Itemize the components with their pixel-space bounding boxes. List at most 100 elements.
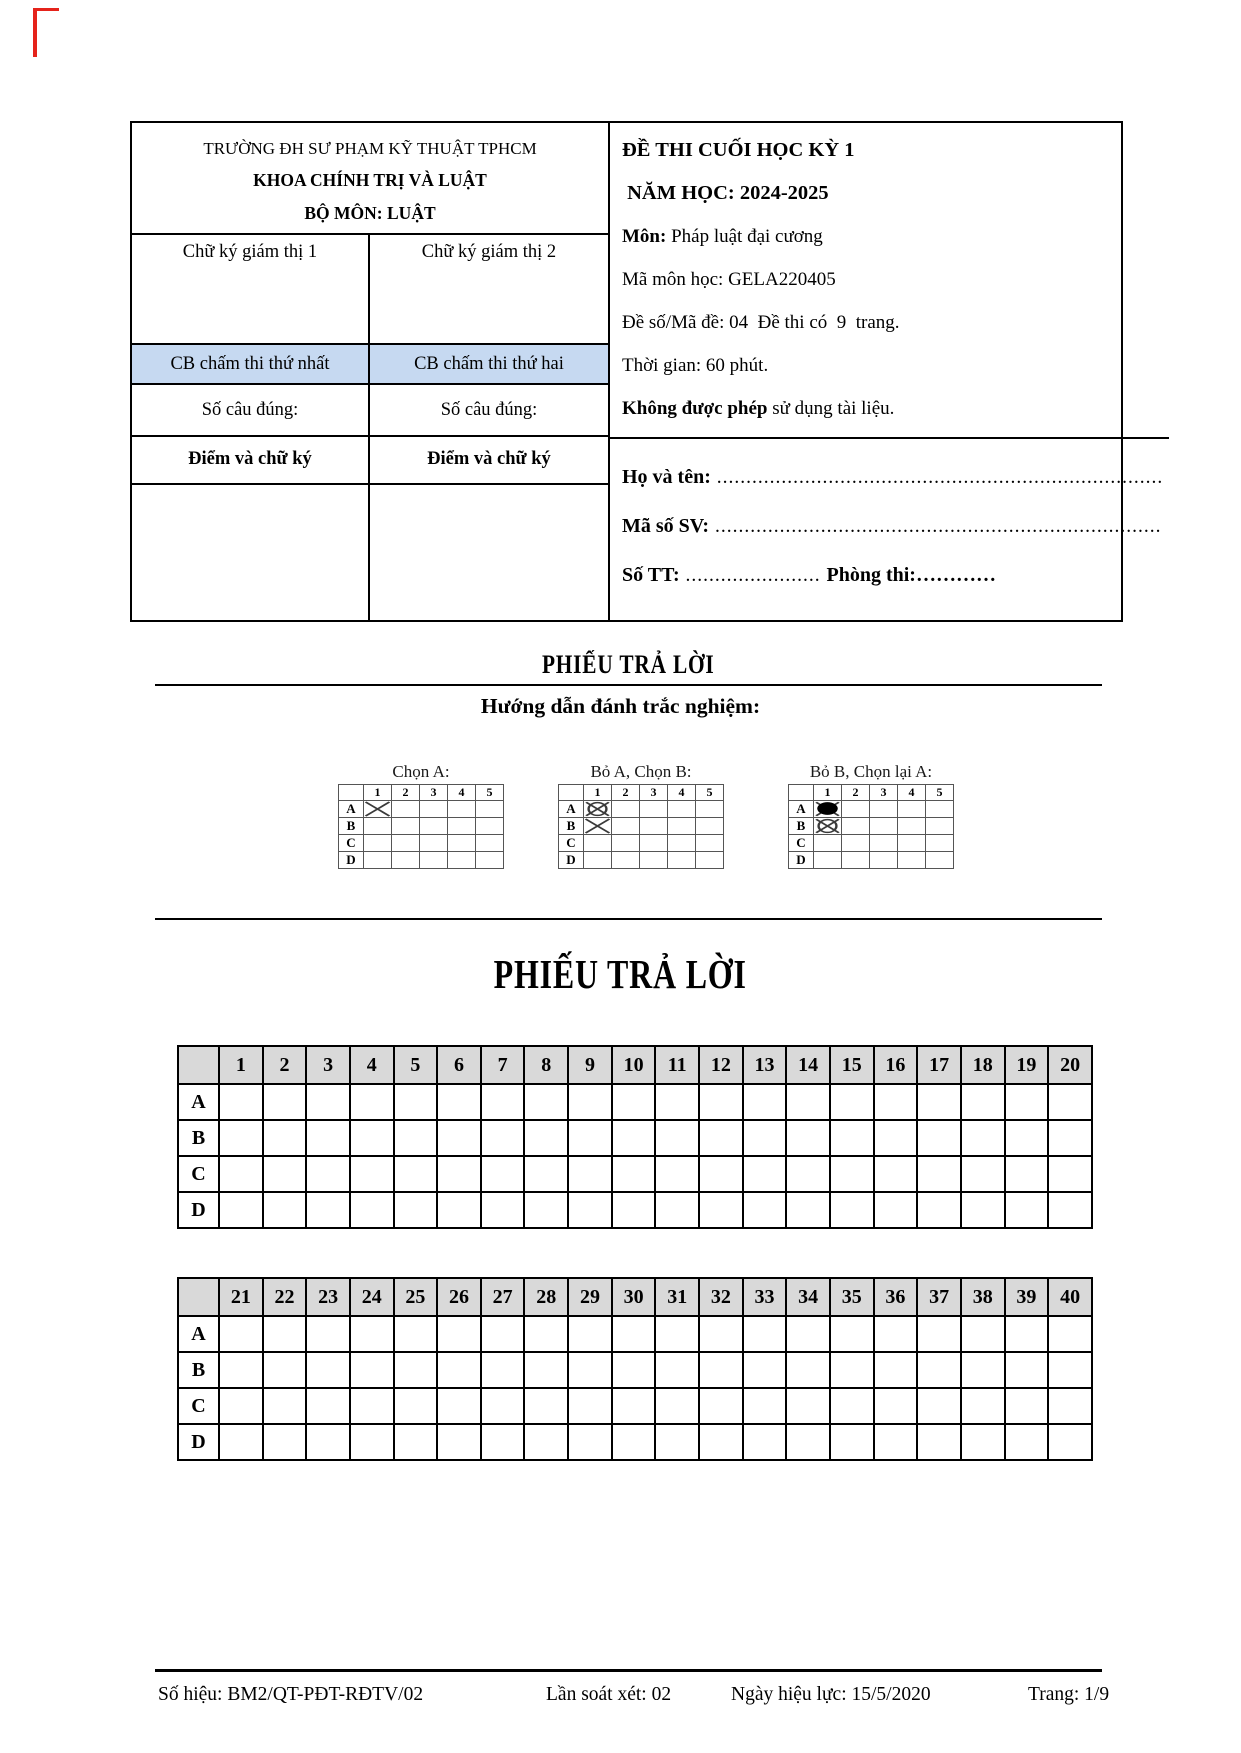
grid-column-header: 4 [897,784,926,801]
answer-cell [785,1191,831,1229]
grid-column-header: 3 [639,784,668,801]
answer-cell [916,1119,962,1157]
grid-row-label: B [338,817,364,835]
student-name-line: Họ và tên: .............................… [622,453,1163,502]
answer-question-header: 31 [654,1277,701,1317]
exam-title: ĐỀ THI CUỐI HỌC KỲ 1 [622,139,855,161]
grid-cell [841,851,870,869]
answer-cell [523,1083,570,1121]
answer-cell [741,1083,788,1121]
grid-cell [583,817,612,835]
answer-cell [261,1083,308,1121]
answer-cell [610,1191,657,1229]
answer-cell [1003,1119,1050,1157]
answer-question-header: 23 [305,1277,351,1317]
answer-question-header: 13 [741,1045,788,1085]
grid-row-label: C [558,834,584,852]
grid-cell [667,851,696,869]
grid-cell [841,817,870,835]
answer-cell [218,1423,264,1461]
answer-cell [785,1119,831,1157]
answer-corner-cell [177,1045,220,1085]
answer-cell [479,1387,526,1425]
footer-revision: Lần soát xét: 02 [546,1684,672,1705]
grid-cell [475,800,504,818]
student-id-label: Mã số SV: [622,515,710,537]
student-room-field: ………… [915,564,996,586]
answer-cell [610,1387,657,1425]
grid-column-header: 5 [925,784,954,801]
grid-cell [475,817,504,835]
answer-cell [698,1351,744,1389]
answer-question-header: 10 [610,1045,657,1085]
answer-question-header: 3 [305,1045,351,1085]
department-name: BỘ MÔN: LUẬT [304,203,436,223]
answer-cell [348,1155,395,1193]
answer-cell [959,1191,1006,1229]
university-name: TRƯỜNG ĐH SƯ PHẠM KỸ THUẬT TPHCM [203,139,537,158]
grid-cell [925,834,954,852]
answer-cell [436,1191,482,1229]
grid-cell [897,834,926,852]
answer-cell [1003,1083,1050,1121]
grid-cell [475,834,504,852]
answer-cell [959,1423,1006,1461]
answer-cell [305,1315,351,1353]
answer-cell [436,1155,482,1193]
answer-cell [392,1351,439,1389]
answer-corner-cell [177,1277,220,1317]
answer-cell [261,1155,308,1193]
answer-cell [348,1315,395,1353]
grid-row-label: A [338,800,364,818]
grid-cell [869,834,898,852]
answer-cell [348,1191,395,1229]
answer-cell [392,1119,439,1157]
answer-cell [959,1351,1006,1389]
student-info-block: Họ và tên: .............................… [610,439,1169,620]
grid-cell [813,851,842,869]
answer-cell [785,1155,831,1193]
grader-row: CB chấm thi thứ nhất CB chấm thi thứ hai [132,345,608,385]
answer-cell [1003,1423,1050,1461]
answer-question-header: 19 [1003,1045,1050,1085]
grid-column-header: 4 [667,784,696,801]
answer-cell [436,1351,482,1389]
answer-cell [1003,1351,1050,1389]
answer-cell [959,1315,1006,1353]
score-2-cell: Điểm và chữ ký [427,449,551,469]
answer-cell [523,1191,570,1229]
answer-cell [1003,1387,1050,1425]
score-1-cell: Điểm và chữ ký [132,437,370,483]
answer-question-header: 21 [218,1277,264,1317]
answer-row-label: B [177,1351,220,1389]
exam-code-line: Mã môn học: GELA220405 [622,269,836,290]
answer-cell [218,1155,264,1193]
separator-rule [155,918,1102,920]
header-left-column: TRƯỜNG ĐH SƯ PHẠM KỸ THUẬT TPHCM KHOA CH… [132,123,610,620]
answer-cell [872,1155,919,1193]
answer-cell [785,1387,831,1425]
footer-doc-number: Số hiệu: BM2/QT-PĐT-RĐTV/02 [158,1684,424,1705]
answer-cell [916,1387,962,1425]
answer-cell [348,1119,395,1157]
answer-cell [305,1191,351,1229]
grid-row-label: A [788,800,814,818]
answer-cell [654,1423,701,1461]
exam-rule-bold: Không được phép [622,398,768,419]
grid-cell [813,817,842,835]
answer-question-header: 7 [479,1045,526,1085]
answer-cell [654,1191,701,1229]
example-caption: Bỏ B, Chọn lại A: [809,762,933,781]
answer-section-heading: PHIẾU TRẢ LỜI [155,650,1102,686]
answer-table-21-40: 21 22 23 24 25 26 27 28 29 30 31 32 33 34 35 36 37 38 39 40… [177,1277,1093,1461]
answer-question-header: 22 [261,1277,308,1317]
answer-cell [261,1191,308,1229]
answer-cell [741,1351,788,1389]
answer-cell [828,1083,875,1121]
answer-cell [523,1351,570,1389]
answer-cell [479,1315,526,1353]
answer-cell [741,1191,788,1229]
exam-rule-line: Không được phép sử dụng tài liệu. [622,387,1163,430]
